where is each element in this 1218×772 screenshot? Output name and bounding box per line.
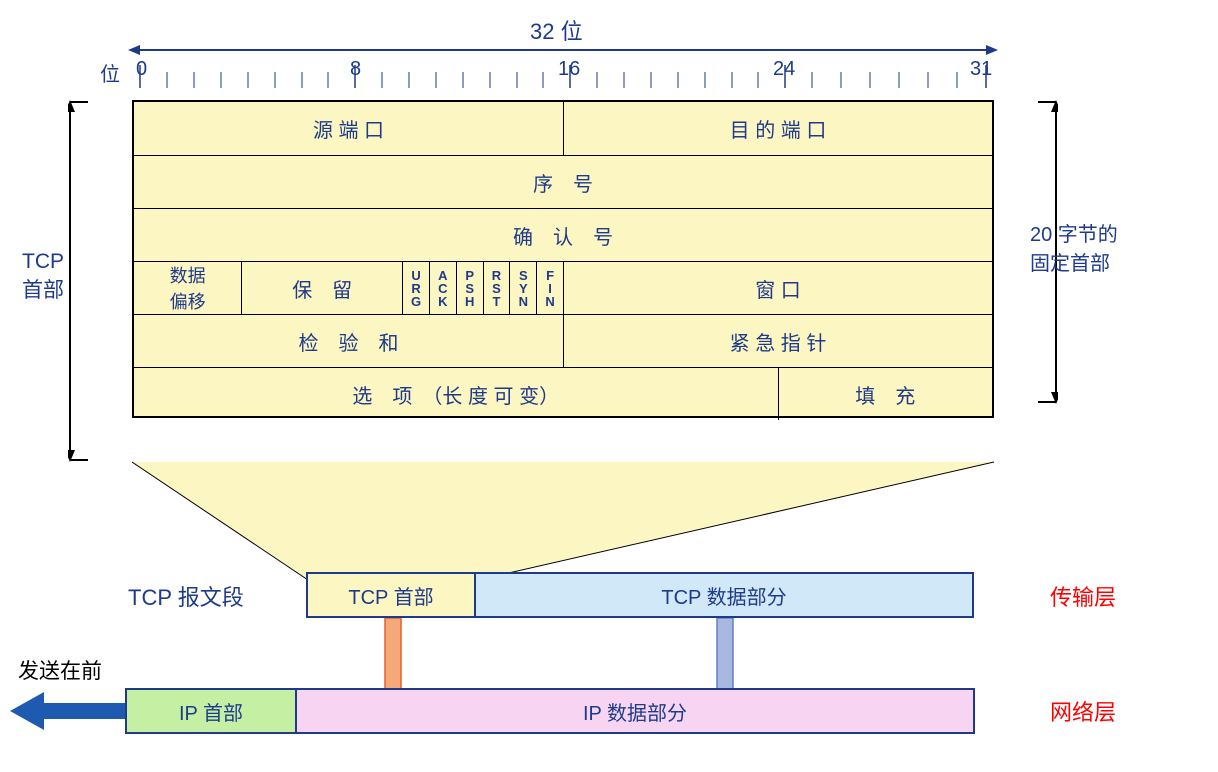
- header-cell: F I N: [536, 261, 563, 314]
- network-layer-label: 网络层: [1050, 695, 1116, 727]
- header-cell: 确 认 号: [134, 208, 992, 261]
- tick-24: 24: [773, 58, 795, 81]
- header-cell: 窗 口: [563, 261, 992, 314]
- header-cell: A C K: [429, 261, 456, 314]
- tick-0: 0: [136, 58, 147, 81]
- header-cell: 数据 偏移: [134, 261, 241, 314]
- header-cell: U R G: [402, 261, 429, 314]
- header-cell: 填 充: [778, 367, 993, 420]
- header-cell: 目 的 端 口: [563, 102, 992, 155]
- header-cell: 源 端 口: [134, 102, 563, 155]
- ip-header-box-label: IP 首部: [179, 697, 243, 726]
- tcp-segment-data-box: TCP 数据部分: [474, 572, 974, 618]
- bit-label: 位: [100, 58, 120, 87]
- header-cell: P S H: [456, 261, 483, 314]
- tick-8: 8: [350, 58, 361, 81]
- tcp-header-box-label: TCP 首部: [348, 581, 433, 610]
- header-cell: R S T: [483, 261, 510, 314]
- tcp-segment-header-box: TCP 首部: [306, 572, 476, 618]
- header-cell: 保 留: [241, 261, 402, 314]
- left-bracket: [68, 100, 92, 462]
- tcp-header-table: 源 端 口目 的 端 口序 号确 认 号数据 偏移保 留U R GA C KP …: [132, 100, 994, 418]
- send-arrow: [10, 688, 125, 734]
- header-cell: 选 项 （长 度 可 变）: [134, 367, 778, 420]
- transport-layer-label: 传输层: [1050, 580, 1116, 612]
- header-cell: S Y N: [509, 261, 536, 314]
- left-label-tcp-header: TCP 首部: [22, 250, 64, 304]
- ip-header-box: IP 首部: [125, 688, 297, 734]
- header-cell: 序 号: [134, 155, 992, 208]
- ruler-title: 32 位: [530, 14, 583, 46]
- tick-31: 31: [970, 58, 992, 81]
- tcp-data-box-label: TCP 数据部分: [661, 581, 786, 610]
- header-cell: 紧 急 指 针: [563, 314, 992, 367]
- ip-data-box-label: IP 数据部分: [583, 697, 687, 726]
- right-label-fixed-header: 20 字节的 固定首部: [1030, 218, 1118, 276]
- send-first-label: 发送在前: [18, 655, 102, 685]
- header-cell: 检 验 和: [134, 314, 563, 367]
- ip-data-box: IP 数据部分: [295, 688, 975, 734]
- tick-16: 16: [558, 58, 580, 81]
